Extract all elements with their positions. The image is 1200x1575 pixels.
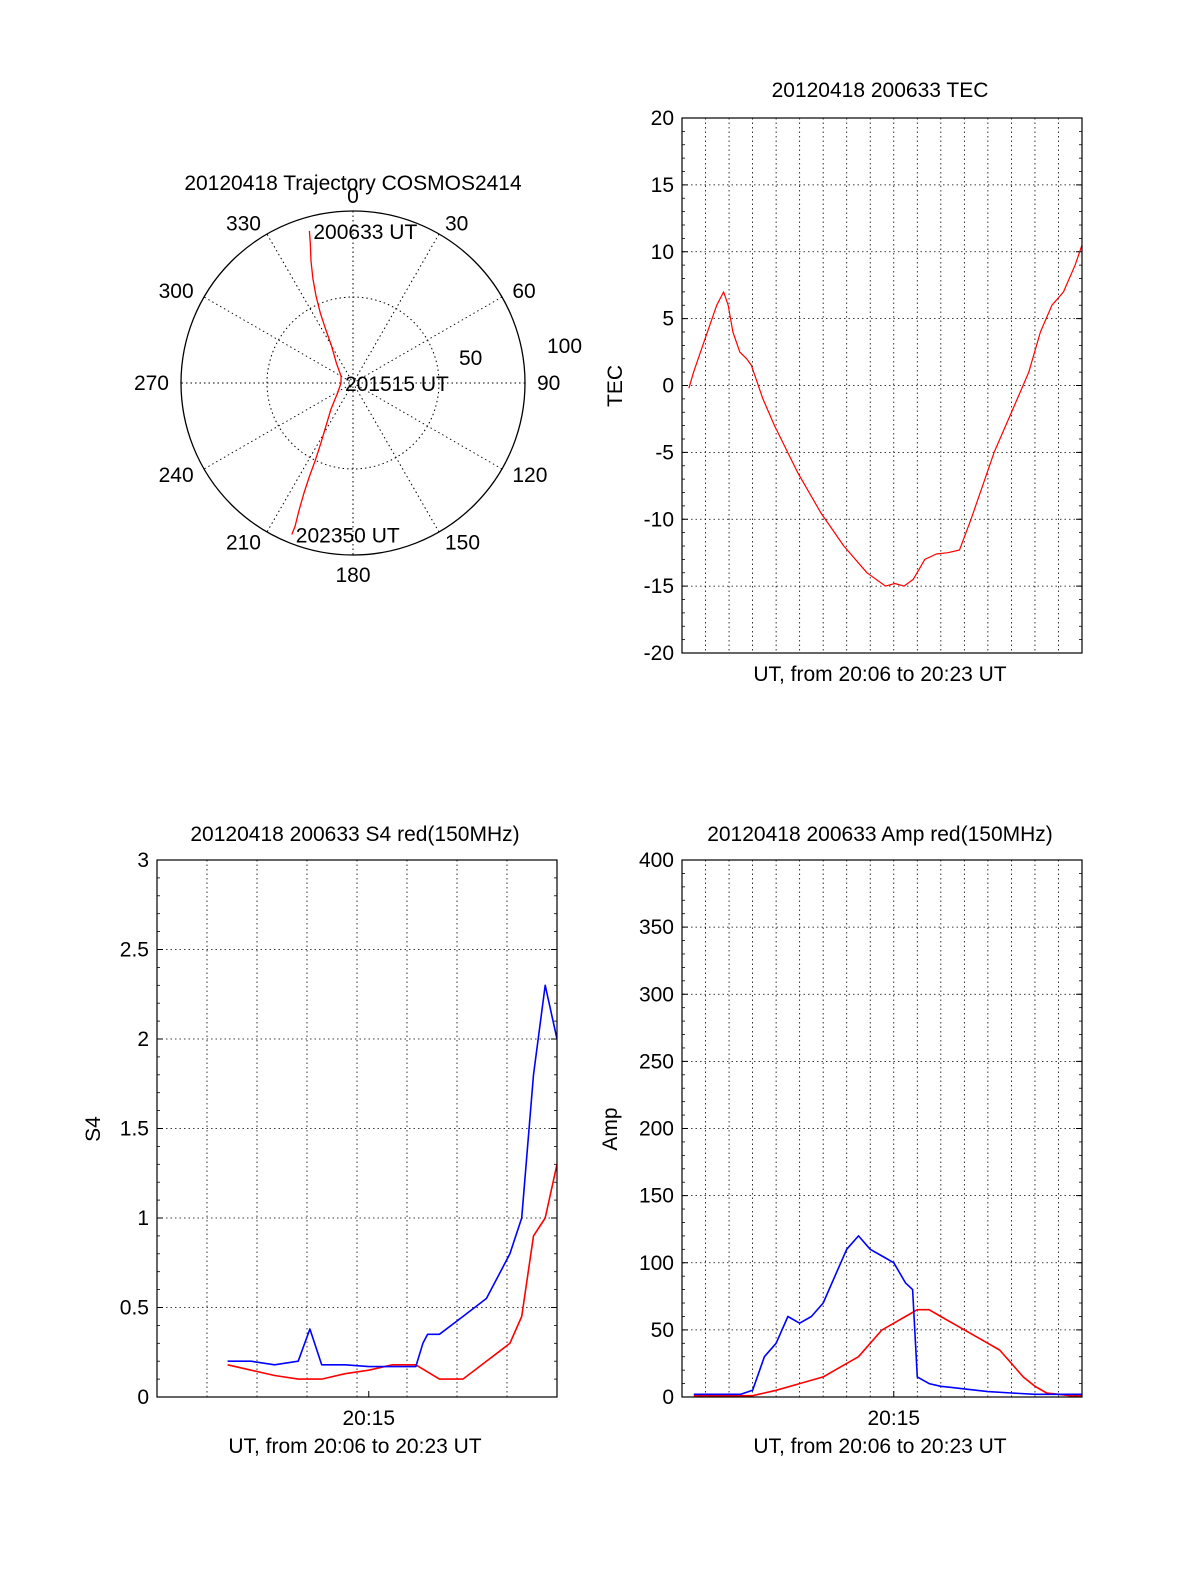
y-tick-label: -5: [655, 441, 674, 464]
plot-frame: [681, 117, 1083, 654]
polar-angle-label: 0: [347, 185, 359, 208]
tec-panel: 20120418 200633 TEC UT, from 20:06 to 20…: [604, 79, 1083, 686]
y-tick-label: 150: [639, 1185, 674, 1208]
amp-xlabel: UT, from 20:06 to 20:23 UT: [753, 1435, 1006, 1458]
polar-ring-50: [266, 296, 440, 470]
trajectory-line: [291, 230, 342, 535]
y-tick-label: 100: [639, 1252, 674, 1275]
trajectory-time-label: 202350 UT: [296, 525, 400, 548]
plot-area: [227, 984, 557, 1380]
plot-frame: [156, 859, 558, 1398]
polar-angle-label: 180: [335, 564, 370, 587]
polar-title: 20120418 Trajectory COSMOS2414: [184, 172, 522, 195]
series-line-blue: [693, 1235, 1082, 1396]
trajectory-time-label: 200633 UT: [313, 221, 417, 244]
plot-frame: [681, 859, 1083, 1398]
polar-radial-label: 100: [547, 335, 582, 358]
y-tick-label: -15: [644, 575, 674, 598]
y-tick-label: -20: [644, 642, 674, 665]
x-tick-label: 20:15: [867, 1407, 920, 1430]
y-tick-label: -10: [644, 508, 674, 531]
polar-outer-ring: [180, 210, 526, 556]
polar-angle-label: 300: [159, 280, 194, 303]
polar-angle-label: 330: [226, 213, 261, 236]
polar-angle-label: 60: [512, 280, 535, 303]
series-line-red: [693, 1308, 1082, 1397]
polar-angle-label: 30: [445, 213, 468, 236]
amp-panel: 20120418 200633 Amp red(150MHz) UT, from…: [599, 823, 1083, 1458]
s4-xlabel: UT, from 20:06 to 20:23 UT: [228, 1435, 481, 1458]
y-tick-label: 400: [639, 849, 674, 872]
series-line-blue: [227, 984, 557, 1368]
polar-angle-label: 270: [134, 372, 169, 395]
polar-angle-label: 240: [159, 464, 194, 487]
trajectory-time-label: 201515 UT: [345, 373, 449, 396]
polar-spoke: [266, 233, 440, 533]
y-tick-label: 300: [639, 983, 674, 1006]
y-tick-label: 350: [639, 916, 674, 939]
y-tick-label: 50: [651, 1319, 674, 1342]
y-tick-label: 1.5: [120, 1118, 149, 1141]
y-tick-label: 0: [137, 1386, 149, 1409]
y-tick-label: 3: [137, 849, 149, 872]
series-line-red: [688, 244, 1082, 587]
polar-trajectory-panel: 20120418 Trajectory COSMOS2414 0 30 60 90 12…: [134, 172, 582, 587]
y-tick-label: 1: [137, 1207, 149, 1230]
y-tick-label: 0: [662, 375, 674, 398]
tec-title: 20120418 200633 TEC: [772, 79, 989, 102]
y-tick-label: 0: [662, 1386, 674, 1409]
tec-ylabel: TEC: [604, 365, 627, 407]
y-tick-label: 0.5: [120, 1297, 149, 1320]
y-tick-label: 10: [651, 241, 674, 264]
polar-angle-label: 210: [226, 531, 261, 554]
plot-area: [688, 244, 1082, 587]
s4-title: 20120418 200633 S4 red(150MHz): [190, 823, 519, 846]
polar-angle-label: 90: [537, 372, 560, 395]
s4-ylabel: S4: [82, 1116, 105, 1142]
polar-radial-label: 50: [459, 347, 482, 370]
x-tick-label: 20:15: [342, 1407, 395, 1430]
y-tick-label: 2: [137, 1028, 149, 1051]
plot-area: [693, 1235, 1082, 1397]
tec-xlabel: UT, from 20:06 to 20:23 UT: [753, 663, 1006, 686]
series-line-red: [227, 1164, 557, 1380]
y-tick-label: 5: [662, 308, 674, 331]
y-tick-label: 20: [651, 107, 674, 130]
amp-title: 20120418 200633 Amp red(150MHz): [707, 823, 1053, 846]
y-tick-label: 200: [639, 1118, 674, 1141]
y-tick-label: 250: [639, 1050, 674, 1073]
y-tick-label: 2.5: [120, 939, 149, 962]
s4-panel: 20120418 200633 S4 red(150MHz) UT, from …: [82, 823, 558, 1458]
amp-ylabel: Amp: [599, 1107, 622, 1150]
polar-angle-label: 120: [512, 464, 547, 487]
y-tick-label: 15: [651, 174, 674, 197]
polar-angle-label: 150: [445, 531, 480, 554]
